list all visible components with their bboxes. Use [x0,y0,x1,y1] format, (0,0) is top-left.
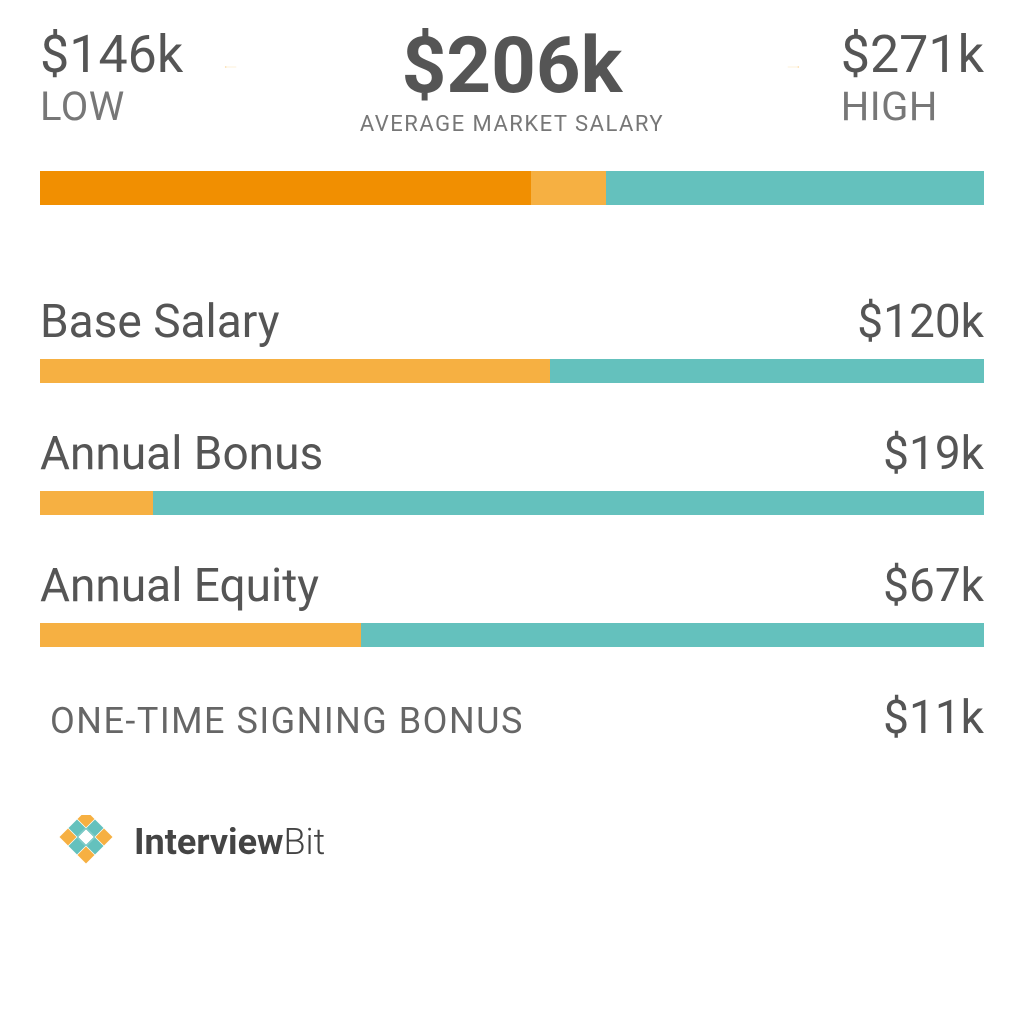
breakdown-bar [40,359,984,383]
avg-column: $206k AVERAGE MARKET SALARY [183,28,840,137]
arrow-right-icon [736,66,851,68]
low-label: LOW [40,83,183,130]
arrow-left-icon [173,66,288,68]
avg-label: AVERAGE MARKET SALARY [360,112,664,137]
breakdown-bar [40,623,984,647]
range-bar-segment [606,171,984,205]
breakdown-header: Base Salary $120k [40,295,984,349]
signing-label: ONE-TIME SIGNING BONUS [50,700,524,742]
breakdown-bar [40,491,984,515]
salary-range-bar [40,171,984,205]
breakdown-value: $120k [857,295,984,349]
breakdown-item: Annual Equity $67k [40,559,984,647]
breakdown-bar-rest [550,359,984,383]
breakdown-list: Base Salary $120k Annual Bonus $19k Annual E… [40,295,984,647]
logo: InterviewBit [40,815,984,869]
breakdown-bar-fill [40,623,361,647]
breakdown-bar-rest [361,623,984,647]
breakdown-header: Annual Equity $67k [40,559,984,613]
breakdown-bar-rest [153,491,984,515]
high-label: HIGH [841,83,984,130]
avg-value: $206k [402,28,623,106]
breakdown-bar-fill [40,491,153,515]
signing-bonus-row: ONE-TIME SIGNING BONUS $11k [40,691,984,745]
salary-range-header: $146k LOW $206k AVERAGE MARKET SALARY $2… [40,28,984,137]
range-bar-segment [531,171,607,205]
breakdown-label: Base Salary [40,295,280,349]
high-column: $271k HIGH [841,28,984,130]
logo-text-bold: Interview [134,821,283,863]
breakdown-value: $19k [883,427,984,481]
breakdown-item: Base Salary $120k [40,295,984,383]
range-bar-segment [40,171,531,205]
high-value: $271k [841,28,984,83]
breakdown-header: Annual Bonus $19k [40,427,984,481]
low-column: $146k LOW [40,28,183,130]
logo-text: InterviewBit [134,821,325,863]
signing-value: $11k [883,691,984,745]
low-value: $146k [40,28,183,83]
breakdown-bar-fill [40,359,550,383]
breakdown-label: Annual Bonus [40,427,323,481]
logo-mark-icon [50,815,122,869]
breakdown-value: $67k [883,559,984,613]
breakdown-item: Annual Bonus $19k [40,427,984,515]
breakdown-label: Annual Equity [40,559,319,613]
logo-text-light: Bit [283,821,325,863]
